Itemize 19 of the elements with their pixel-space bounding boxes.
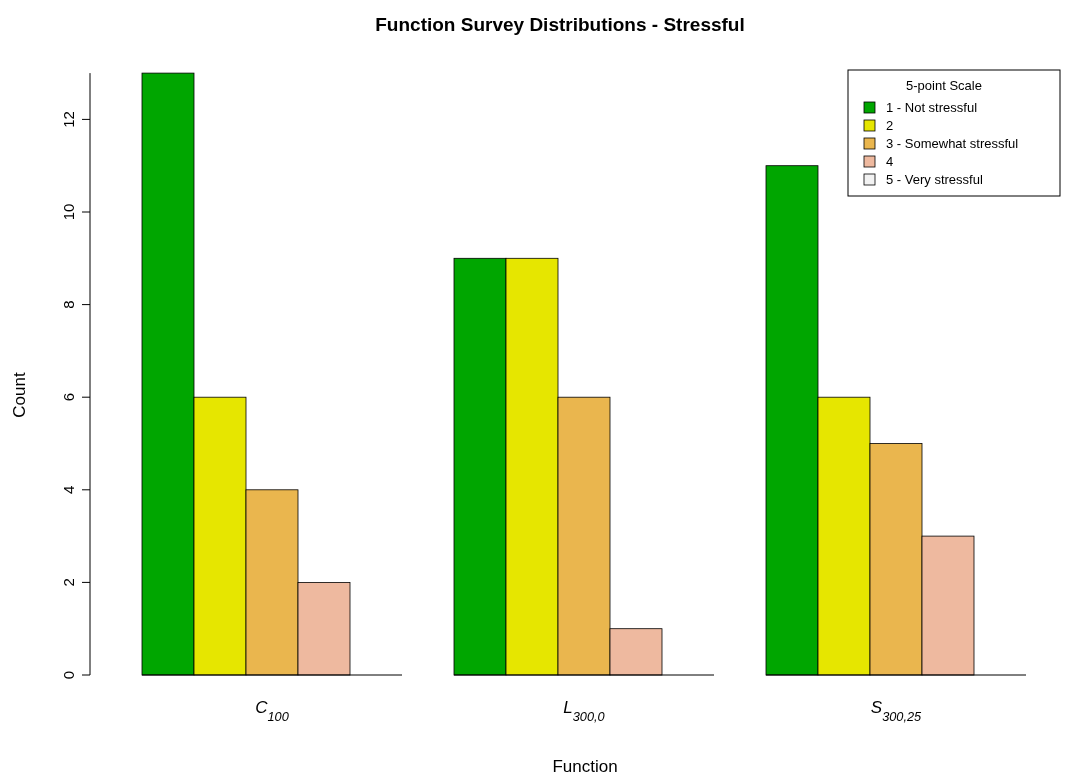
y-tick-label: 12	[60, 111, 77, 128]
y-tick-label: 4	[60, 485, 77, 494]
legend-label: 5 - Very stressful	[886, 172, 983, 187]
x-axis-title: Function	[552, 757, 618, 776]
legend-label: 2	[886, 118, 894, 133]
y-axis-title: Count	[10, 372, 29, 418]
y-tick-label: 0	[60, 670, 77, 680]
x-tick-label: S$_{300,25}$	[870, 698, 923, 724]
x-tick-label: C$_{100}$	[255, 698, 289, 724]
y-tick-label: 2	[60, 578, 77, 587]
legend-label: 4	[886, 154, 894, 169]
legend-title: 5-point Scale	[906, 78, 982, 93]
y-tick-label: 8	[60, 300, 77, 309]
chart-title: Function Survey Distributions - Stressful	[375, 14, 745, 35]
x-tick-label: L$_{300,0}$	[563, 698, 605, 724]
y-tick-label: 10	[60, 203, 77, 221]
legend-label: 3 - Somewhat stressful	[886, 136, 1019, 151]
legend-label: 1 - Not stressful	[886, 100, 978, 115]
y-tick-label: 6	[60, 393, 77, 402]
